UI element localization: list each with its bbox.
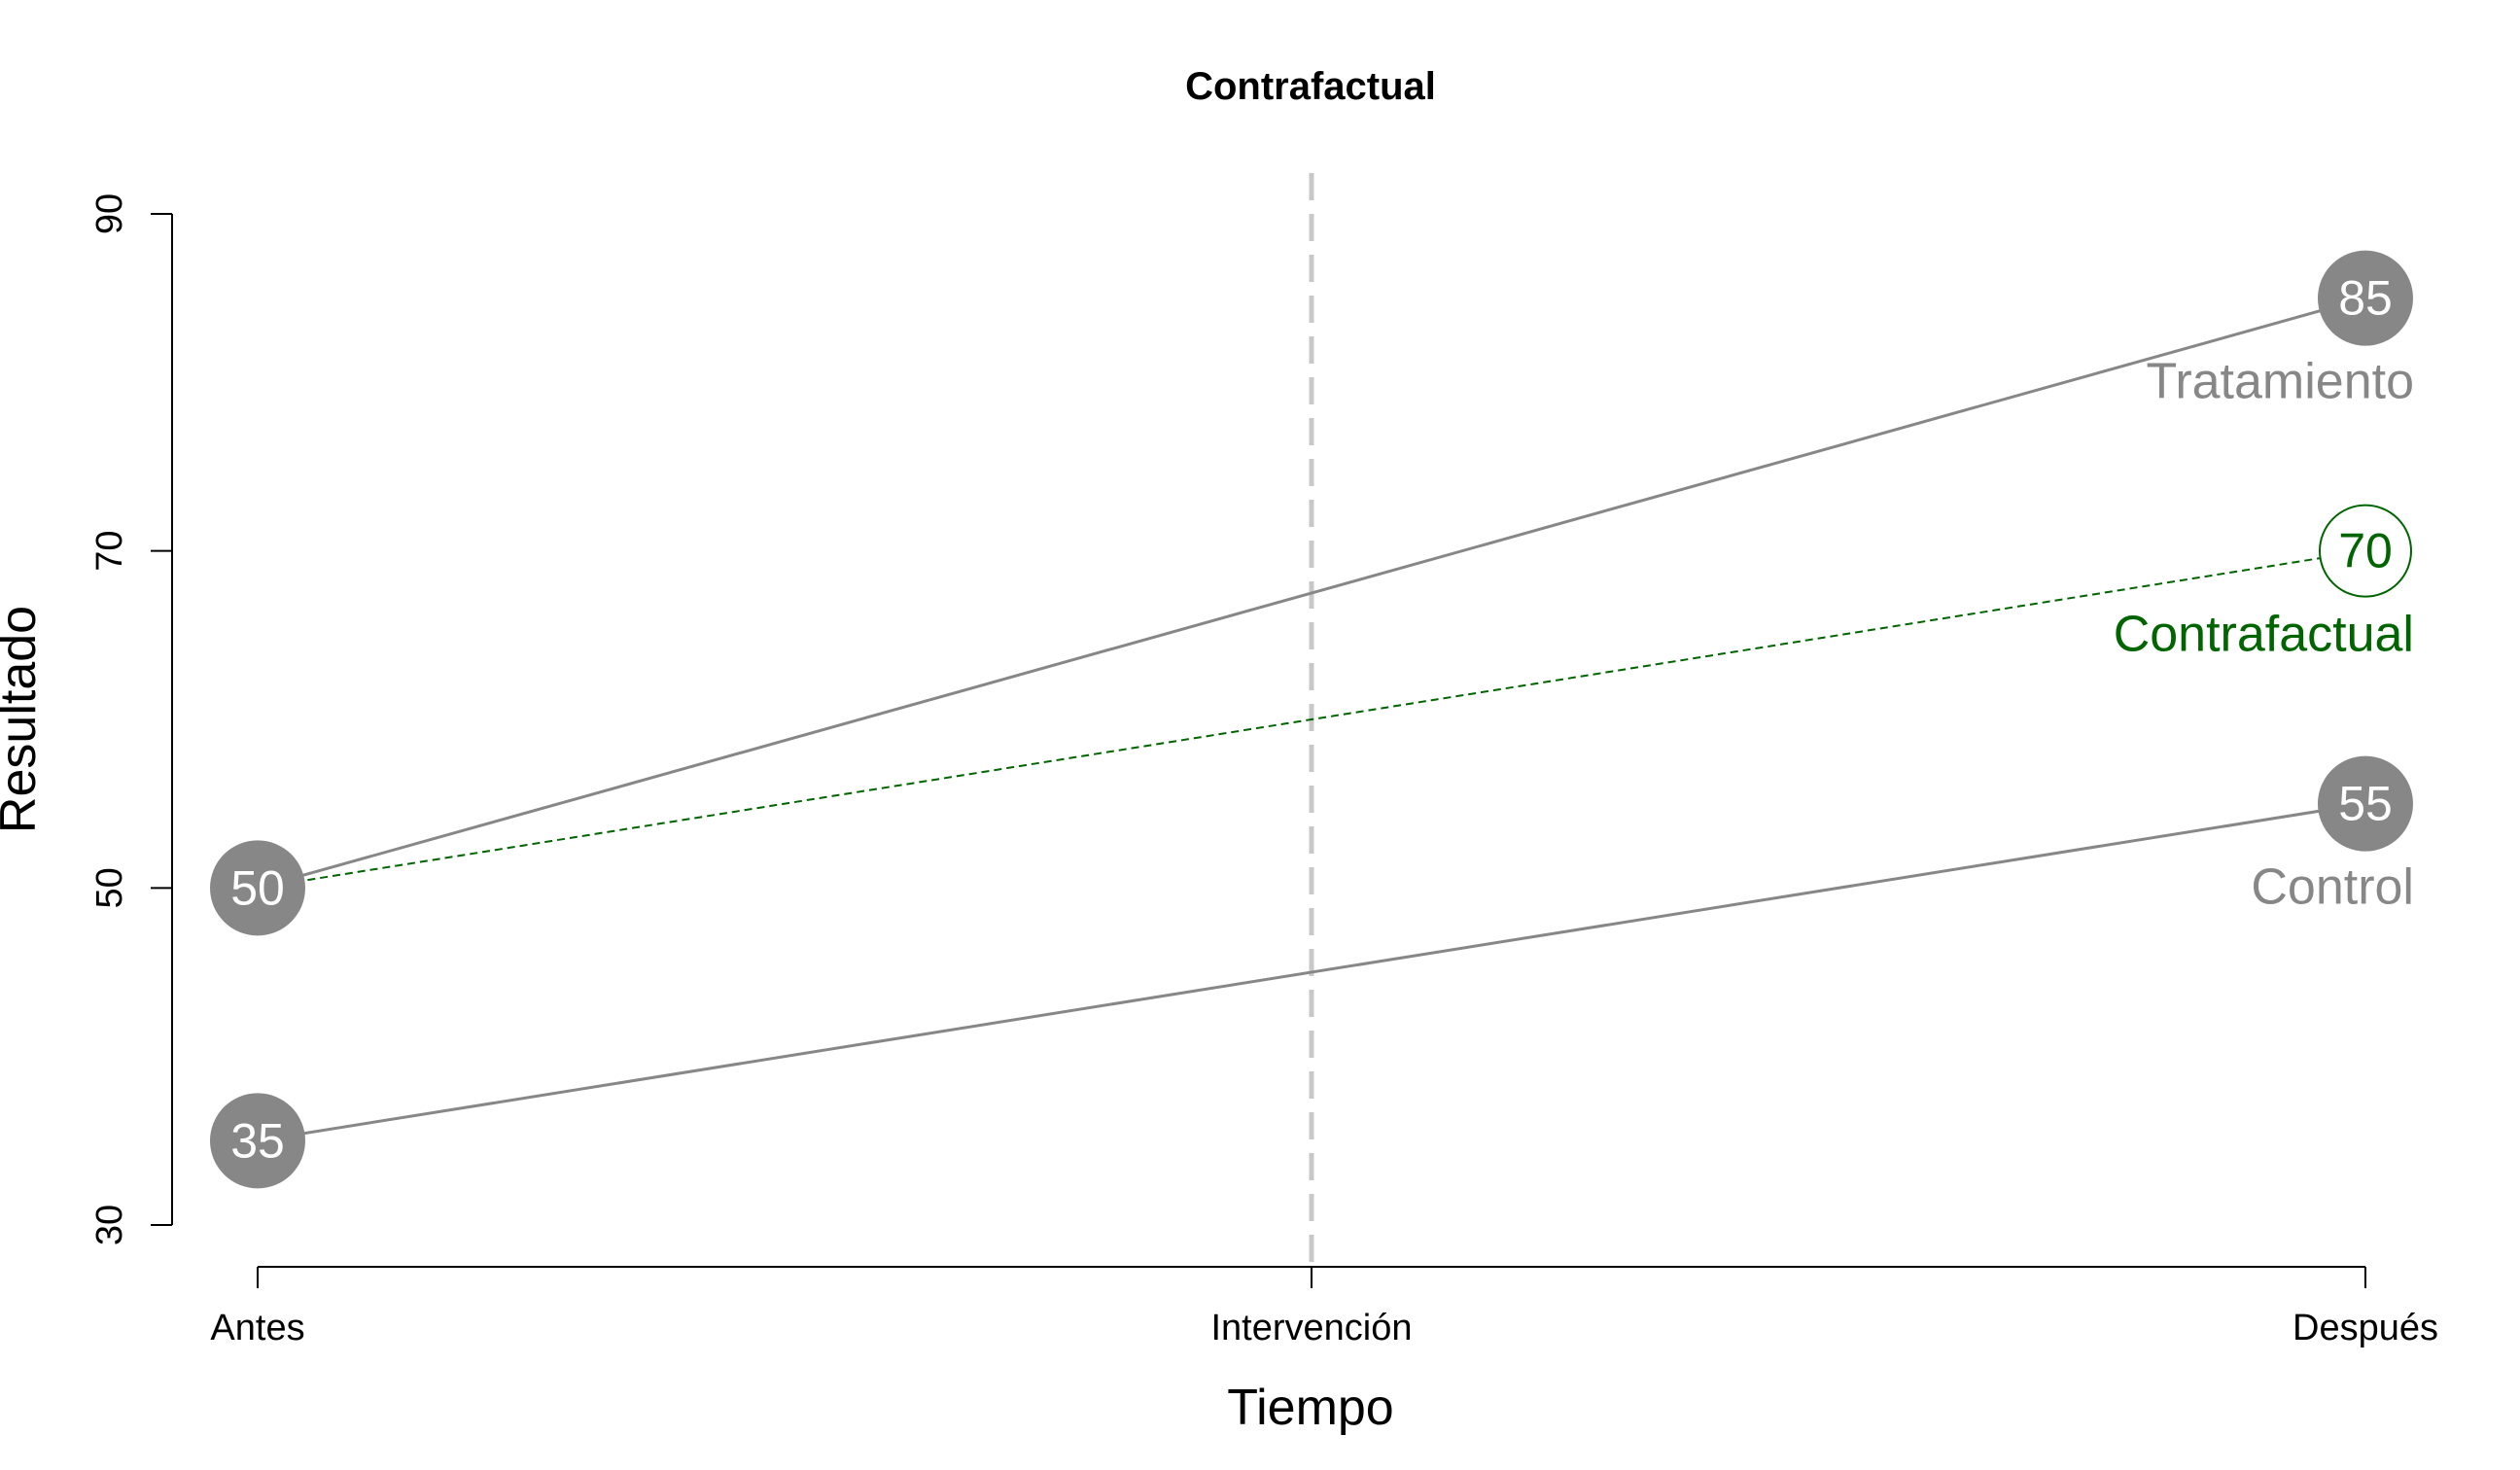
series-name-control: Control: [2251, 859, 2414, 916]
x-axis-label: Tiempo: [1227, 1380, 1393, 1436]
data-label-control: 35: [230, 1113, 285, 1168]
series-line-tratamiento: [257, 297, 2366, 890]
data-label-contrafactual: 70: [2338, 524, 2393, 578]
y-tick-label: 30: [89, 1205, 130, 1245]
x-tick-label: Después: [2292, 1308, 2438, 1348]
y-tick-label: 70: [89, 531, 130, 572]
x-tick-label: Antes: [210, 1308, 304, 1348]
x-axis: Antes Intervención Después: [210, 1266, 2438, 1348]
data-label-tratamiento: 50: [230, 860, 285, 915]
series-name-contrafactual: Contrafactual: [2114, 607, 2414, 663]
marker-control: [210, 1093, 305, 1189]
y-tick-label: 90: [89, 193, 130, 234]
series-name-tratamiento: Tratamiento: [2146, 354, 2414, 410]
marker-control: [2318, 755, 2413, 852]
marker-tratamiento: [2318, 250, 2413, 346]
marker-contrafactual: [2319, 504, 2412, 598]
x-tick-label: Intervención: [1210, 1308, 1412, 1348]
y-tick-label: 50: [89, 867, 130, 908]
y-axis: 30 50 70 90: [89, 193, 173, 1245]
data-label-tratamiento: 85: [2338, 271, 2393, 326]
data-label-control: 55: [2338, 777, 2393, 831]
series-line-contrafactual: [257, 549, 2366, 890]
plot-area: 50 85 Tratamiento 70 Contrafactual 35 55 Contro…: [210, 173, 2414, 1267]
marker-tratamiento: [210, 840, 305, 936]
series-line-control: [257, 802, 2366, 1142]
y-axis-label: Resultado: [0, 606, 47, 833]
chart-title: Contrafactual: [1185, 65, 1436, 108]
